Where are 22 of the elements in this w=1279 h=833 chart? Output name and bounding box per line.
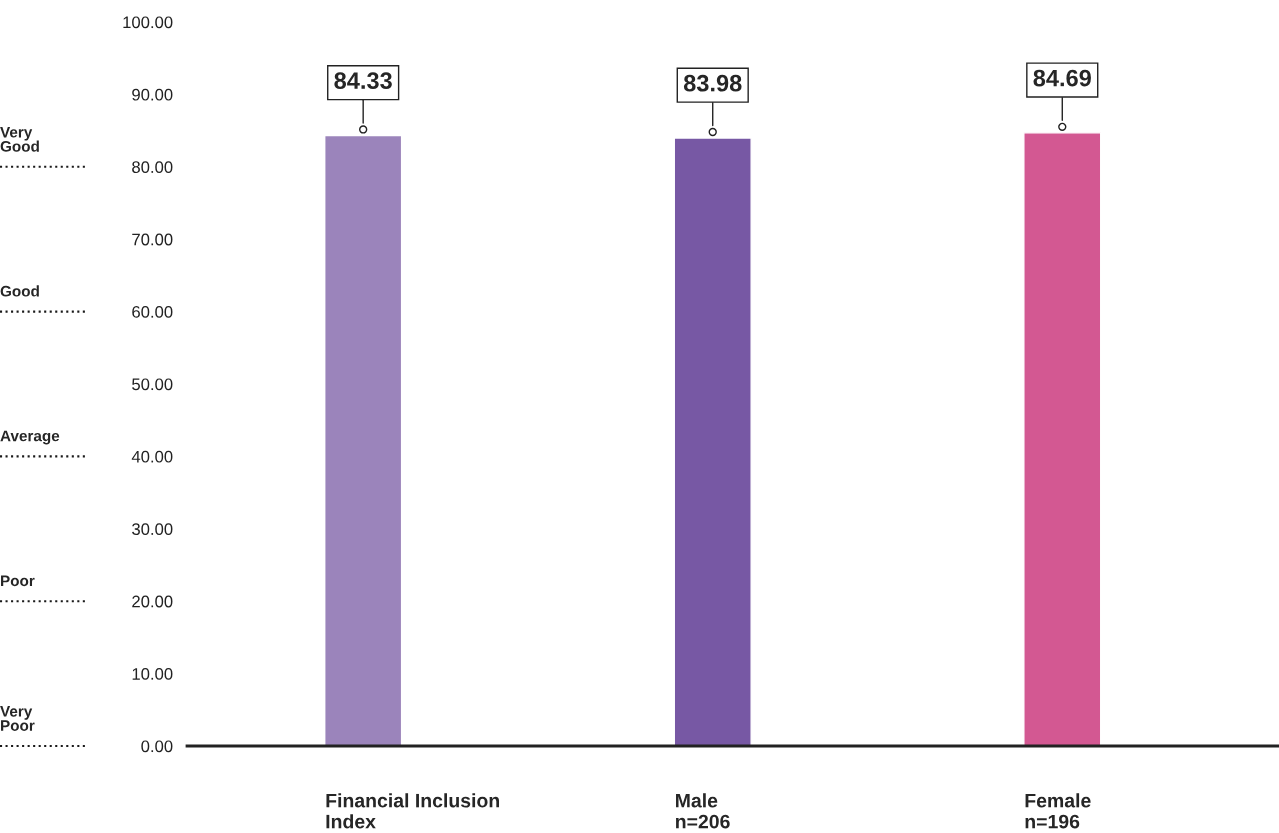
data-label: 84.33 bbox=[334, 72, 392, 90]
y-tick-label: 10.00 bbox=[132, 668, 173, 680]
y-tick-label: 20.00 bbox=[132, 595, 173, 608]
data-label: 83.98 bbox=[683, 74, 742, 92]
y-tick-label: 0.00 bbox=[141, 740, 173, 753]
y-tick-label: 40.00 bbox=[131, 450, 173, 463]
y-tick-label: 60.00 bbox=[132, 306, 173, 318]
y-tick-label: 30.00 bbox=[132, 523, 173, 535]
y-tick-label: 100.00 bbox=[123, 16, 173, 29]
ref-line-label: Average bbox=[0, 430, 60, 445]
ref-line-label: Very Good bbox=[0, 126, 39, 152]
y-tick-label: 50.00 bbox=[132, 378, 173, 391]
ref-line-label: Poor bbox=[1, 575, 35, 587]
data-label: 84.69 bbox=[1033, 69, 1091, 87]
x-tick-label: Female n=196 bbox=[1025, 793, 1091, 829]
ref-line-label: Very Poor bbox=[0, 706, 35, 731]
y-tick-label: 90.00 bbox=[132, 88, 173, 101]
x-tick-label: Financial Inclusion Index bbox=[326, 793, 499, 829]
y-tick-label: 70.00 bbox=[132, 233, 173, 246]
ref-line-label: Good bbox=[0, 285, 39, 297]
y-tick-label: 80.00 bbox=[132, 161, 173, 173]
x-tick-label: Male n=206 bbox=[676, 793, 730, 829]
